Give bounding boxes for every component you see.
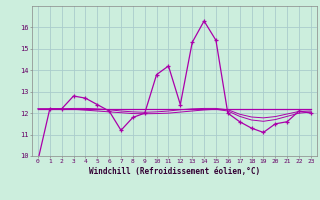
X-axis label: Windchill (Refroidissement éolien,°C): Windchill (Refroidissement éolien,°C) (89, 167, 260, 176)
